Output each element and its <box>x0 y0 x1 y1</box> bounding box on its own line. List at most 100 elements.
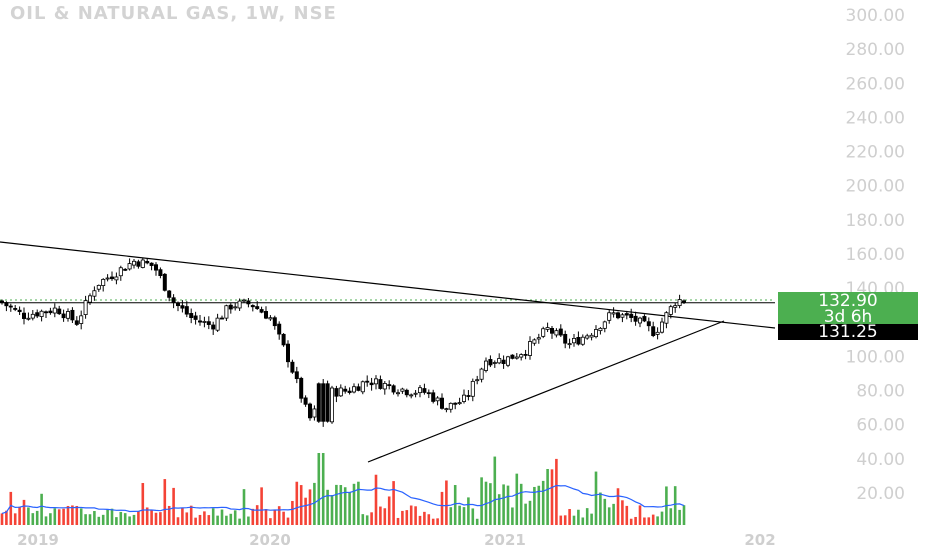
candle <box>250 304 255 312</box>
volume-bar <box>682 505 686 525</box>
candle <box>528 336 533 360</box>
volume-bar <box>110 508 114 525</box>
volume-bar <box>35 510 39 525</box>
volume-bar <box>563 515 567 525</box>
volume-bar <box>123 513 127 525</box>
candle <box>558 324 563 337</box>
candle <box>57 305 62 315</box>
volume-bar <box>18 506 21 525</box>
volume-bar <box>357 481 360 525</box>
volume-bar <box>242 489 246 525</box>
volume-bar <box>418 515 422 525</box>
volume-bar <box>348 492 351 525</box>
candle <box>0 299 4 305</box>
volume-bar <box>207 515 211 525</box>
volume-bar <box>449 507 453 525</box>
candle <box>576 331 581 346</box>
volume-bar <box>559 515 563 525</box>
y-axis[interactable]: 300.00 280.00 260.00 240.00 220.00 200.00 180.… <box>846 6 905 504</box>
x-tick-label: 2021 <box>484 531 526 549</box>
volume-bar <box>71 505 74 525</box>
descending-trendline[interactable] <box>0 241 776 329</box>
candle <box>514 353 519 360</box>
volume-bar <box>185 512 189 525</box>
volume-bar <box>255 505 259 525</box>
y-tick-label: 80.00 <box>856 382 905 402</box>
candle <box>387 380 392 390</box>
volume-bar <box>93 511 96 525</box>
volume-bar <box>621 500 624 525</box>
candle <box>682 299 687 304</box>
volume-bar <box>75 505 79 525</box>
trendlines[interactable] <box>0 241 776 463</box>
volume-bar <box>233 510 237 525</box>
candle <box>268 315 273 321</box>
volume-bar <box>462 507 466 525</box>
y-tick-label: 220.00 <box>846 143 905 163</box>
volume-bar <box>335 484 338 525</box>
volume-bar <box>427 514 431 525</box>
volume-bar <box>572 515 576 525</box>
volume-bar <box>440 491 444 525</box>
candle <box>461 389 466 404</box>
candle <box>554 328 559 338</box>
volume-bar <box>299 485 303 525</box>
candle <box>633 311 638 326</box>
candle <box>307 402 312 421</box>
volume-bar <box>577 509 580 525</box>
x-tick-label: 2020 <box>249 531 291 549</box>
volume-bar <box>97 516 101 525</box>
volume-bar <box>511 507 514 525</box>
candle <box>488 355 493 368</box>
candle <box>505 355 510 368</box>
candle <box>338 384 343 397</box>
x-axis[interactable]: 2019 2020 2021 202 <box>17 531 776 549</box>
volume-bar <box>458 505 461 525</box>
candle <box>312 405 317 421</box>
candle <box>285 340 290 368</box>
volume-bar <box>159 512 162 525</box>
candle <box>607 309 612 324</box>
candle <box>202 316 207 328</box>
y-tick-label: 180.00 <box>846 211 905 231</box>
volume-bar <box>31 513 35 525</box>
candle <box>105 274 110 282</box>
candle <box>629 308 634 323</box>
volume-bar <box>392 481 395 525</box>
candle <box>642 314 647 323</box>
candle <box>17 306 22 315</box>
y-tick-label: 240.00 <box>846 108 905 128</box>
volume-bar <box>599 492 602 525</box>
volume-bar <box>339 485 343 525</box>
candle <box>660 317 665 334</box>
volume-bar <box>374 474 378 525</box>
volume-bar <box>119 511 123 525</box>
candle <box>52 303 57 318</box>
candle <box>136 259 141 269</box>
volume-bar <box>625 505 629 525</box>
ascending-trendline[interactable] <box>367 320 725 463</box>
candle <box>589 333 594 341</box>
candle <box>510 354 515 360</box>
volume-bar <box>198 514 202 525</box>
volume-bar <box>321 453 325 525</box>
volume-bar <box>189 505 193 525</box>
volume-bar <box>84 514 87 525</box>
volume-bar <box>590 513 593 525</box>
candle <box>189 308 194 324</box>
volume-bar <box>88 514 92 525</box>
candle <box>162 273 167 292</box>
volume-bar <box>515 473 519 525</box>
volume-bar <box>343 487 347 525</box>
candle <box>88 293 93 305</box>
candle <box>272 315 277 330</box>
volume-bar <box>643 517 646 525</box>
candle <box>360 380 365 395</box>
candle <box>74 316 79 326</box>
volume-bar <box>247 516 250 525</box>
candle <box>417 385 422 398</box>
candle <box>171 294 176 309</box>
candle <box>241 298 246 303</box>
candle <box>255 301 260 310</box>
